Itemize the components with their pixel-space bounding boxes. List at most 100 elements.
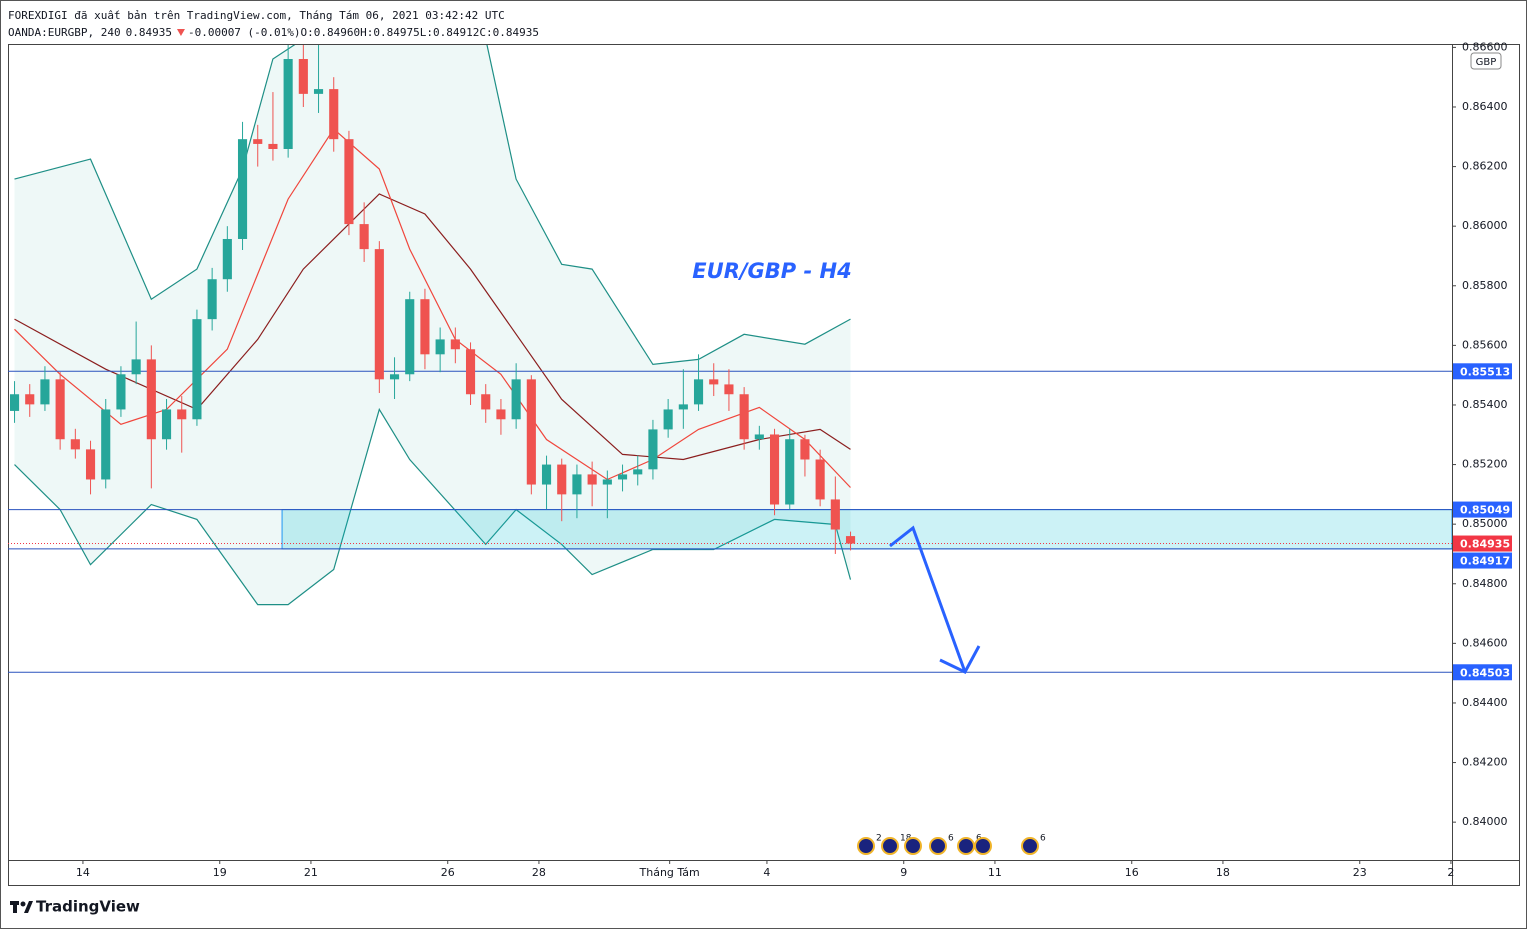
y-tick-label: 0.85000 bbox=[1462, 517, 1508, 530]
candle-body bbox=[192, 319, 202, 420]
y-tick-label: 0.84600 bbox=[1462, 636, 1508, 649]
band-lower bbox=[14, 407, 852, 606]
x-tick-label: 9 bbox=[900, 866, 907, 879]
event-icon: 6 bbox=[929, 834, 954, 855]
candle-body bbox=[815, 459, 825, 500]
header-line2: OANDA:EURGBP, 240 0.84935 -0.00007 (-0.01%… bbox=[8, 26, 539, 39]
candle-body bbox=[465, 349, 476, 395]
header-item: C: bbox=[479, 26, 492, 39]
candle-body bbox=[678, 404, 688, 410]
candle-body bbox=[313, 89, 324, 94]
header-item: OANDA:EURGBP, 240 bbox=[8, 26, 121, 39]
price-tag bbox=[1453, 535, 1512, 552]
currency-badge bbox=[1470, 52, 1502, 70]
header-item: 0.84960 bbox=[314, 26, 360, 39]
candle-body bbox=[739, 394, 749, 440]
candle-body bbox=[9, 394, 20, 411]
y-tick-label: 0.84400 bbox=[1462, 696, 1508, 709]
candle-body bbox=[557, 464, 567, 495]
moving-average bbox=[14, 128, 851, 488]
x-tick-label: 28 bbox=[532, 866, 546, 879]
candle-body bbox=[40, 379, 50, 405]
candle-body bbox=[435, 339, 445, 355]
candle-body bbox=[511, 379, 521, 420]
y-tick-label: 0.85800 bbox=[1462, 279, 1508, 292]
candle-body bbox=[541, 464, 552, 485]
candle-body bbox=[800, 439, 810, 460]
event-circle bbox=[957, 837, 975, 855]
event-count: 18 bbox=[900, 834, 912, 844]
event-circle bbox=[904, 837, 922, 855]
candle-body bbox=[633, 469, 643, 475]
event-circle bbox=[1021, 837, 1039, 855]
candle-body bbox=[329, 89, 339, 140]
zone bbox=[281, 509, 1452, 550]
header-item: 0.84935 bbox=[126, 26, 172, 39]
candle-body bbox=[374, 249, 384, 380]
event-icon: 18 bbox=[881, 834, 912, 855]
y-tick-label: 0.85400 bbox=[1462, 398, 1508, 411]
candle-body bbox=[587, 474, 597, 485]
event-count: 2 bbox=[876, 834, 882, 844]
x-tick-label: 4 bbox=[763, 866, 770, 879]
event-icon: 2 bbox=[857, 834, 882, 855]
candle-body bbox=[572, 474, 582, 495]
price-tag bbox=[1453, 501, 1512, 518]
header-item: O: bbox=[301, 26, 314, 39]
header-item: 0.84912 bbox=[433, 26, 479, 39]
forecast-arrow bbox=[889, 525, 967, 673]
y-tick-label: 0.84200 bbox=[1462, 756, 1508, 769]
candle-body bbox=[754, 434, 764, 440]
plot bbox=[8, 45, 1452, 673]
header-item: -0.00007 (-0.01%) bbox=[188, 26, 301, 39]
price-tag bbox=[1453, 552, 1512, 569]
price-tag-label: 0.85513 bbox=[1460, 365, 1510, 378]
candle-body bbox=[663, 409, 673, 430]
x-tick-label: 2 bbox=[1447, 866, 1454, 879]
event-circle bbox=[974, 837, 992, 855]
candle-body bbox=[526, 379, 536, 485]
candle-body bbox=[25, 394, 35, 405]
x-tick-label: 23 bbox=[1353, 866, 1367, 879]
candle-body bbox=[146, 359, 156, 440]
axes: 0.86600 0.86400 0.86200 0.86000 0.85800 0.856… bbox=[76, 40, 1512, 879]
candle-body bbox=[845, 536, 856, 544]
down-triangle bbox=[176, 29, 185, 36]
candle-body bbox=[450, 339, 460, 350]
price-tag bbox=[1453, 664, 1512, 681]
header-item: 0.84935 bbox=[493, 26, 539, 39]
event-circle bbox=[857, 837, 875, 855]
candle-body bbox=[253, 139, 263, 144]
event-circle bbox=[929, 837, 947, 855]
pane-frame bbox=[8, 44, 1520, 886]
candle-body bbox=[769, 434, 780, 505]
candle-body bbox=[268, 143, 278, 149]
x-tick-label: 26 bbox=[441, 866, 455, 879]
candle-body bbox=[617, 474, 628, 480]
price-tag bbox=[1453, 363, 1512, 380]
candle-body bbox=[648, 429, 658, 470]
moving-average bbox=[14, 193, 851, 461]
price-tag-label: 0.84503 bbox=[1460, 666, 1510, 679]
candle-body bbox=[481, 394, 491, 410]
candle-body bbox=[389, 374, 400, 380]
logo: TradingView bbox=[36, 898, 140, 916]
y-tick-label: 0.86200 bbox=[1462, 160, 1508, 173]
candle-body bbox=[785, 439, 795, 505]
candle-body bbox=[177, 409, 187, 420]
candle-body bbox=[693, 379, 704, 405]
x-tick-label: 21 bbox=[304, 866, 318, 879]
candle-body bbox=[222, 238, 232, 280]
y-tick-label: 0.85200 bbox=[1462, 458, 1508, 471]
candle-body bbox=[405, 299, 415, 375]
candle-body bbox=[237, 139, 248, 239]
header-item: L: bbox=[420, 26, 433, 39]
x-tick-label: 16 bbox=[1125, 866, 1139, 879]
event-icon: 6 bbox=[1021, 834, 1046, 855]
candle-body bbox=[283, 59, 293, 149]
candle-body bbox=[724, 384, 734, 395]
candle-body bbox=[55, 379, 65, 440]
header-item: H: bbox=[360, 26, 373, 39]
candle-body bbox=[85, 449, 96, 480]
